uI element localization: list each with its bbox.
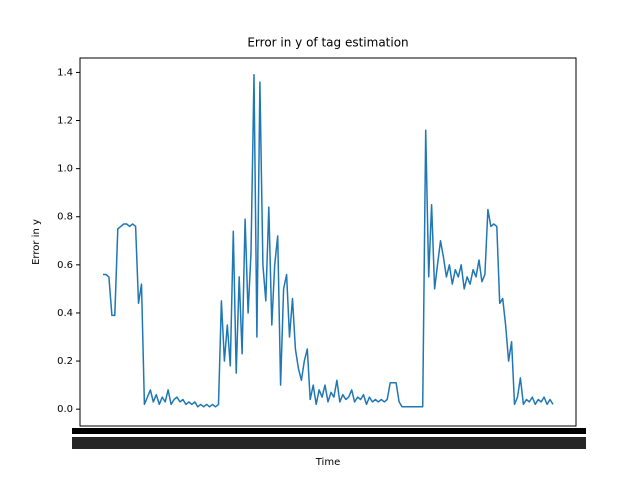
chart-title: Error in y of tag estimation — [247, 36, 408, 50]
y-tick-label: 0.8 — [57, 212, 73, 223]
y-tick-label: 0.2 — [57, 356, 73, 367]
y-tick-label: 1.2 — [57, 116, 73, 127]
y-tick-label: 1.0 — [57, 164, 73, 175]
y-tick-label: 1.4 — [57, 67, 73, 78]
y-axis-label: Error in y — [31, 219, 42, 265]
y-tick-label: 0.4 — [57, 308, 73, 319]
x-axis-label: Time — [315, 457, 340, 468]
x-tick-mass — [72, 428, 586, 434]
data-line — [103, 74, 554, 408]
plot-frame — [79, 57, 577, 427]
y-tick-label: 0.0 — [57, 404, 73, 415]
y-tick-label: 0.6 — [57, 260, 73, 271]
x-tick-label-mass — [72, 437, 586, 449]
